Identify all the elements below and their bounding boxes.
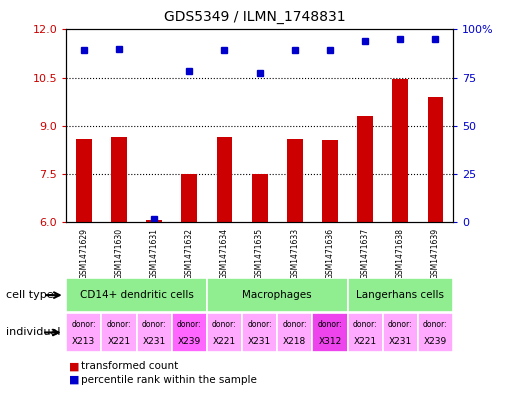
Text: GSM1471638: GSM1471638 <box>396 228 405 279</box>
Text: X312: X312 <box>318 337 342 346</box>
Text: individual: individual <box>6 327 61 338</box>
Bar <box>76 139 92 222</box>
Text: GSM1471639: GSM1471639 <box>431 228 440 279</box>
Bar <box>66 278 207 312</box>
Text: donor:: donor: <box>71 320 96 329</box>
Bar <box>66 313 101 352</box>
Bar <box>101 313 136 352</box>
Text: X231: X231 <box>389 337 412 346</box>
Text: ■: ■ <box>69 375 79 385</box>
Bar <box>287 139 303 222</box>
Text: donor:: donor: <box>388 320 413 329</box>
Text: GDS5349 / ILMN_1748831: GDS5349 / ILMN_1748831 <box>164 10 345 24</box>
Text: X239: X239 <box>178 337 201 346</box>
Text: donor:: donor: <box>247 320 272 329</box>
Text: X221: X221 <box>354 337 377 346</box>
Bar <box>313 313 348 352</box>
Text: GSM1471630: GSM1471630 <box>115 228 123 279</box>
Text: donor:: donor: <box>353 320 377 329</box>
Bar <box>207 313 242 352</box>
Text: Macrophages: Macrophages <box>242 290 312 300</box>
Text: X231: X231 <box>248 337 271 346</box>
Text: donor:: donor: <box>318 320 342 329</box>
Text: GSM1471634: GSM1471634 <box>220 228 229 279</box>
Text: donor:: donor: <box>212 320 237 329</box>
Bar <box>146 220 162 222</box>
Text: GSM1471636: GSM1471636 <box>325 228 334 279</box>
Text: donor:: donor: <box>142 320 166 329</box>
Bar <box>207 278 348 312</box>
Text: X221: X221 <box>107 337 130 346</box>
Bar <box>348 278 453 312</box>
Bar <box>111 137 127 222</box>
Bar <box>242 313 277 352</box>
Bar <box>383 313 418 352</box>
Text: GSM1471635: GSM1471635 <box>255 228 264 279</box>
Bar <box>428 97 443 222</box>
Text: X213: X213 <box>72 337 95 346</box>
Bar <box>357 116 373 222</box>
Text: donor:: donor: <box>177 320 202 329</box>
Text: donor:: donor: <box>423 320 448 329</box>
Bar <box>392 79 408 222</box>
Text: GSM1471629: GSM1471629 <box>79 228 88 279</box>
Bar <box>172 313 207 352</box>
Text: GSM1471637: GSM1471637 <box>360 228 370 279</box>
Bar <box>348 313 383 352</box>
Text: X218: X218 <box>283 337 306 346</box>
Text: X231: X231 <box>143 337 166 346</box>
Text: GSM1471631: GSM1471631 <box>150 228 159 279</box>
Text: X239: X239 <box>424 337 447 346</box>
Text: donor:: donor: <box>106 320 131 329</box>
Text: ■: ■ <box>69 361 79 371</box>
Text: cell type: cell type <box>6 290 54 300</box>
Bar <box>418 313 453 352</box>
Text: GSM1471632: GSM1471632 <box>185 228 194 279</box>
Text: donor:: donor: <box>282 320 307 329</box>
Bar <box>181 174 197 222</box>
Text: GSM1471633: GSM1471633 <box>290 228 299 279</box>
Text: CD14+ dendritic cells: CD14+ dendritic cells <box>79 290 193 300</box>
Text: Langerhans cells: Langerhans cells <box>356 290 444 300</box>
Text: X221: X221 <box>213 337 236 346</box>
Bar <box>136 313 172 352</box>
Bar <box>322 140 338 222</box>
Bar <box>251 174 268 222</box>
Bar <box>277 313 313 352</box>
Text: transformed count: transformed count <box>81 361 179 371</box>
Bar <box>216 137 232 222</box>
Text: percentile rank within the sample: percentile rank within the sample <box>81 375 258 385</box>
